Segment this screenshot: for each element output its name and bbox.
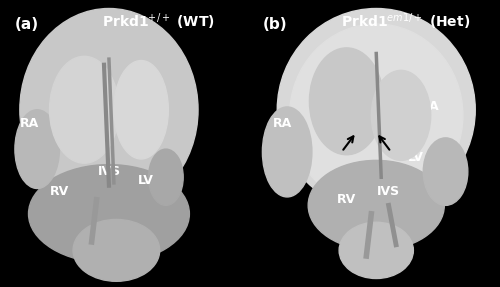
Ellipse shape [310,48,384,155]
Ellipse shape [15,110,60,189]
Ellipse shape [308,160,444,250]
Ellipse shape [424,138,468,205]
Ellipse shape [114,61,168,159]
Ellipse shape [28,165,190,263]
Text: LA: LA [144,95,162,108]
Ellipse shape [73,220,160,281]
Text: IVS: IVS [98,165,120,178]
Text: LV: LV [408,151,424,164]
Text: RA: RA [272,117,292,130]
Text: Ao: Ao [85,89,103,102]
Ellipse shape [262,107,312,197]
Ellipse shape [148,149,183,205]
Text: Prkd1$^{+/+}$ (WT): Prkd1$^{+/+}$ (WT) [102,11,215,32]
Ellipse shape [372,70,430,160]
Text: RV: RV [50,185,69,198]
Text: IVS: IVS [377,185,400,198]
Text: RA: RA [20,117,40,130]
Text: LA: LA [422,100,440,113]
Text: Prkd1$^{em1/+}$ (Het): Prkd1$^{em1/+}$ (Het) [342,11,470,32]
Text: RV: RV [337,193,356,206]
Text: LV: LV [138,174,154,187]
Ellipse shape [339,222,413,278]
Text: (a): (a) [15,17,39,32]
Ellipse shape [50,56,119,163]
Ellipse shape [290,24,463,207]
Text: PT: PT [368,100,385,113]
Text: (b): (b) [262,17,287,32]
Ellipse shape [20,9,198,211]
Text: Ao: Ao [352,75,370,88]
Ellipse shape [277,9,475,211]
